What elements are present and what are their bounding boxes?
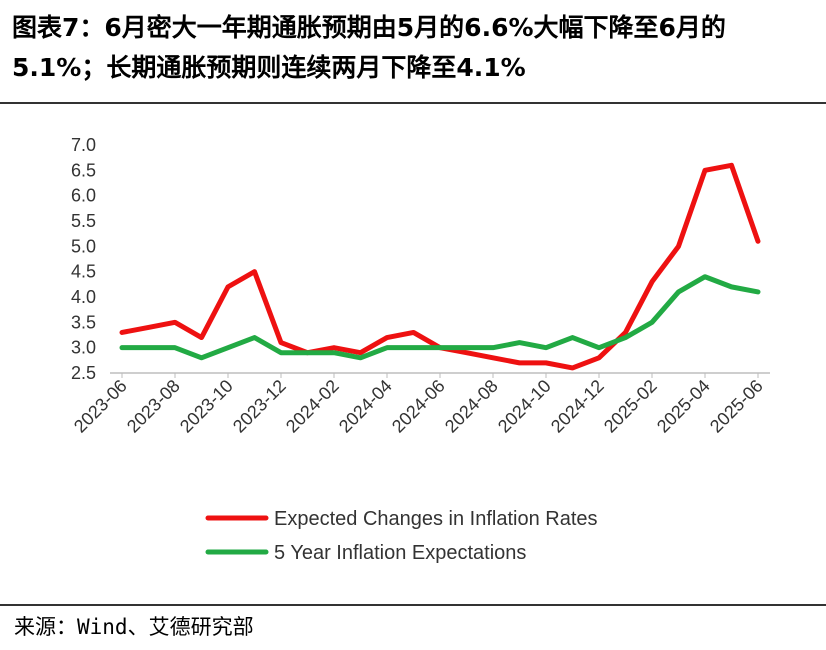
x-tick-label: 2024-06: [388, 376, 449, 437]
y-axis: 7.0 6.5 6.0 5.5 5.0 4.5 4.0 3.5 3.0 2.5: [71, 135, 96, 383]
y-tick-label: 4.5: [71, 262, 96, 282]
x-tick-label: 2025-04: [653, 376, 714, 437]
legend: Expected Changes in Inflation Rates 5 Yea…: [205, 508, 598, 564]
y-tick-label: 5.0: [71, 236, 96, 256]
line-chart: 7.06.56.05.55.04.54.03.53.02.5 2023-0620…: [70, 135, 770, 564]
x-tick-label: 2024-04: [335, 376, 396, 437]
y-tick-label: 2.5: [71, 363, 96, 383]
x-tick-label: 2023-12: [229, 376, 290, 437]
x-tick-label: 2023-06: [70, 376, 131, 437]
title-divider: [0, 102, 826, 104]
legend-label: 5 Year Inflation Expectations: [274, 542, 526, 564]
y-tick-label: 6.0: [71, 186, 96, 206]
footer-divider: [0, 604, 826, 606]
x-tick-label: 2024-08: [441, 376, 502, 437]
y-tick-label: 7.0: [71, 135, 96, 155]
y-tick-label: 5.5: [71, 211, 96, 231]
y-tick-label: 3.0: [71, 338, 96, 358]
y-tick-label: 3.5: [71, 312, 96, 332]
x-tick-label: 2023-10: [176, 376, 237, 437]
y-tick-label: 4.0: [71, 287, 96, 307]
series-line-expected-changes: [119, 162, 761, 371]
x-tick-label: 2025-06: [706, 376, 767, 437]
chart-title: 图表7：6月密大一年期通胀预期由5月的6.6%大幅下降至6月的5.1%；长期通胀…: [12, 13, 726, 82]
legend-label: Expected Changes in Inflation Rates: [274, 508, 598, 530]
source-note: 来源：Wind、艾德研究部: [14, 615, 254, 639]
x-tick-label: 2023-08: [123, 376, 184, 437]
series-layer: [119, 162, 761, 371]
x-tick-label: 2025-02: [600, 376, 661, 437]
y-tick-label: 6.5: [71, 160, 96, 180]
series-line-5-year-expectations: [119, 274, 761, 361]
x-tick-label: 2024-02: [282, 376, 343, 437]
x-tick-label: 2024-12: [547, 376, 608, 437]
x-axis: 2023-062023-082023-102023-122024-022024-…: [70, 373, 767, 437]
x-tick-label: 2024-10: [494, 376, 555, 437]
